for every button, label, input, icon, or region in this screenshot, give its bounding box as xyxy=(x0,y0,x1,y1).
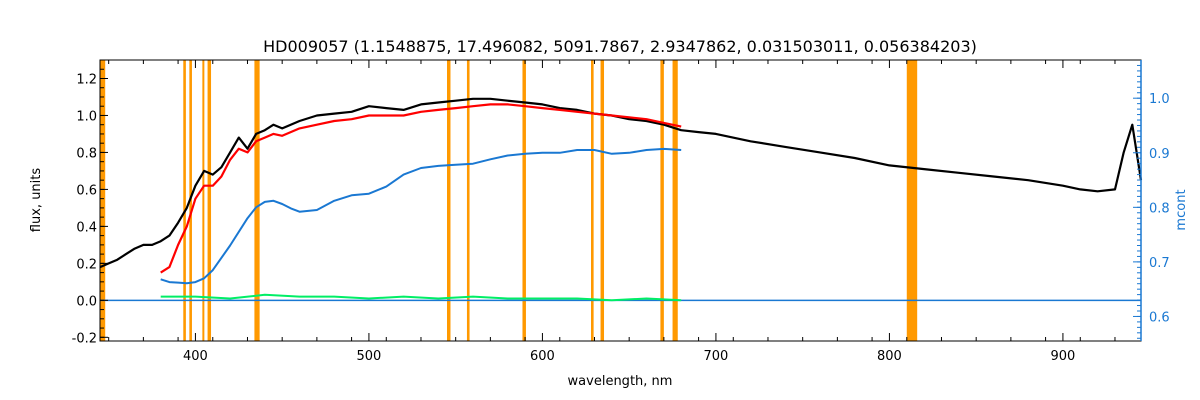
y-axis-right: 0.6 0.7 0.8 0.9 1.0 xyxy=(1133,64,1170,339)
x-tick-label: 700 xyxy=(704,349,729,364)
x-tick-label: 400 xyxy=(183,349,208,364)
series-continuum xyxy=(160,147,682,285)
y2-axis-title: mcont xyxy=(1174,189,1189,230)
masked-band-9 xyxy=(591,60,594,341)
masked-band-7 xyxy=(466,60,470,341)
y2-tick-label: 0.8 xyxy=(1149,201,1170,216)
y2-tick-label: 0.7 xyxy=(1149,256,1170,271)
y-tick-label: 0.0 xyxy=(76,294,97,309)
y-tick-label: 0.2 xyxy=(76,257,97,272)
masked-band-0 xyxy=(100,60,106,341)
y-tick-label: 0.4 xyxy=(76,220,97,235)
chart-title: HD009057 (1.1548875, 17.496082, 5091.786… xyxy=(263,37,977,56)
x-axis-title: wavelength, nm xyxy=(568,374,673,389)
y2-tick-label: 1.0 xyxy=(1149,92,1170,107)
masked-band-12 xyxy=(672,60,678,341)
y2-tick-label: 0.6 xyxy=(1149,310,1170,325)
y2-tick-label: 0.9 xyxy=(1149,147,1170,162)
y-tick-label: 0.8 xyxy=(76,146,97,161)
x-tick-label: 500 xyxy=(357,349,382,364)
y-axis-title: flux, units xyxy=(29,168,44,233)
masked-band-3 xyxy=(202,60,205,341)
masked-band-1 xyxy=(183,60,186,341)
series-layer xyxy=(99,97,1143,302)
masked-band-4 xyxy=(207,60,212,341)
series-observed xyxy=(99,97,1143,269)
masked-band-8 xyxy=(522,60,526,341)
masked-band-5 xyxy=(254,60,260,341)
y-tick-label: 1.0 xyxy=(76,109,97,124)
y-tick-label: 1.2 xyxy=(76,72,97,87)
y-axis-left: -0.2 0.0 0.2 0.4 0.6 0.8 1.0 1.2 xyxy=(72,68,108,346)
masked-band-11 xyxy=(660,60,664,341)
x-tick-label: 600 xyxy=(530,349,555,364)
series-model xyxy=(160,103,682,274)
x-axis: 400 500 600 700 800 900 xyxy=(108,60,1116,364)
y-tick-label: 0.6 xyxy=(76,183,97,198)
masked-band-13 xyxy=(906,60,918,341)
y-tick-label: -0.2 xyxy=(72,331,97,346)
masked-band-6 xyxy=(447,60,451,341)
masked-band-10 xyxy=(600,60,605,341)
series-residual xyxy=(160,293,682,302)
x-tick-label: 900 xyxy=(1051,349,1076,364)
x-tick-label: 800 xyxy=(877,349,902,364)
